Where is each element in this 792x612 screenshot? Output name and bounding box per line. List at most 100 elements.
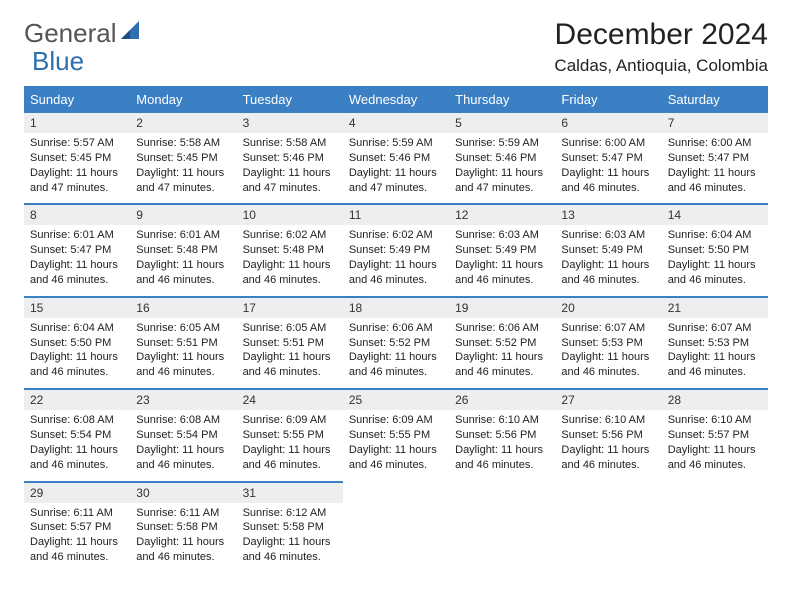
day-info: Sunrise: 6:12 AMSunset: 5:58 PMDaylight:… (237, 503, 343, 573)
day-info: Sunrise: 6:01 AMSunset: 5:48 PMDaylight:… (130, 225, 236, 295)
calendar-cell: 15Sunrise: 6:04 AMSunset: 5:50 PMDayligh… (24, 297, 130, 389)
day-number: 29 (24, 483, 130, 503)
day-number: 30 (130, 483, 236, 503)
logo-sail-icon (121, 21, 143, 41)
sunset: Sunset: 5:54 PM (30, 428, 124, 443)
daylight: Daylight: 11 hours and 46 minutes. (561, 166, 655, 196)
day-info: Sunrise: 6:06 AMSunset: 5:52 PMDaylight:… (343, 318, 449, 388)
calendar-cell (662, 482, 768, 573)
day-number: 11 (343, 205, 449, 225)
daylight: Daylight: 11 hours and 46 minutes. (30, 443, 124, 473)
calendar-cell: 16Sunrise: 6:05 AMSunset: 5:51 PMDayligh… (130, 297, 236, 389)
day-number: 24 (237, 390, 343, 410)
sunset: Sunset: 5:50 PM (668, 243, 762, 258)
sunset: Sunset: 5:48 PM (243, 243, 337, 258)
daylight: Daylight: 11 hours and 46 minutes. (561, 443, 655, 473)
calendar-week-row: 1Sunrise: 5:57 AMSunset: 5:45 PMDaylight… (24, 112, 768, 204)
calendar-cell: 28Sunrise: 6:10 AMSunset: 5:57 PMDayligh… (662, 389, 768, 481)
day-number: 26 (449, 390, 555, 410)
day-info: Sunrise: 6:10 AMSunset: 5:57 PMDaylight:… (662, 410, 768, 480)
day-number: 21 (662, 298, 768, 318)
sunrise: Sunrise: 5:58 AM (136, 136, 230, 151)
day-info: Sunrise: 6:11 AMSunset: 5:57 PMDaylight:… (24, 503, 130, 573)
logo: General (24, 18, 145, 49)
daylight: Daylight: 11 hours and 46 minutes. (136, 535, 230, 565)
day-info: Sunrise: 6:07 AMSunset: 5:53 PMDaylight:… (662, 318, 768, 388)
sunrise: Sunrise: 6:02 AM (349, 228, 443, 243)
sunrise: Sunrise: 6:06 AM (455, 321, 549, 336)
sunset: Sunset: 5:50 PM (30, 336, 124, 351)
day-number: 23 (130, 390, 236, 410)
calendar-cell: 1Sunrise: 5:57 AMSunset: 5:45 PMDaylight… (24, 112, 130, 204)
sunrise: Sunrise: 6:06 AM (349, 321, 443, 336)
day-number: 3 (237, 113, 343, 133)
calendar-cell: 10Sunrise: 6:02 AMSunset: 5:48 PMDayligh… (237, 204, 343, 296)
calendar-cell: 8Sunrise: 6:01 AMSunset: 5:47 PMDaylight… (24, 204, 130, 296)
sunset: Sunset: 5:49 PM (349, 243, 443, 258)
calendar-cell: 13Sunrise: 6:03 AMSunset: 5:49 PMDayligh… (555, 204, 661, 296)
sunset: Sunset: 5:58 PM (136, 520, 230, 535)
calendar-cell: 24Sunrise: 6:09 AMSunset: 5:55 PMDayligh… (237, 389, 343, 481)
calendar-cell: 2Sunrise: 5:58 AMSunset: 5:45 PMDaylight… (130, 112, 236, 204)
sunrise: Sunrise: 6:04 AM (30, 321, 124, 336)
daylight: Daylight: 11 hours and 46 minutes. (668, 258, 762, 288)
sunset: Sunset: 5:55 PM (349, 428, 443, 443)
day-number: 16 (130, 298, 236, 318)
sunset: Sunset: 5:55 PM (243, 428, 337, 443)
calendar-cell (555, 482, 661, 573)
day-info: Sunrise: 6:00 AMSunset: 5:47 PMDaylight:… (662, 133, 768, 203)
day-info: Sunrise: 5:58 AMSunset: 5:45 PMDaylight:… (130, 133, 236, 203)
sunrise: Sunrise: 6:01 AM (30, 228, 124, 243)
sunrise: Sunrise: 6:09 AM (349, 413, 443, 428)
calendar-cell: 7Sunrise: 6:00 AMSunset: 5:47 PMDaylight… (662, 112, 768, 204)
sunrise: Sunrise: 6:01 AM (136, 228, 230, 243)
day-info: Sunrise: 6:06 AMSunset: 5:52 PMDaylight:… (449, 318, 555, 388)
sunrise: Sunrise: 5:59 AM (455, 136, 549, 151)
sunrise: Sunrise: 6:03 AM (455, 228, 549, 243)
sunrise: Sunrise: 6:11 AM (30, 506, 124, 521)
calendar-cell: 27Sunrise: 6:10 AMSunset: 5:56 PMDayligh… (555, 389, 661, 481)
weekday-header-row: Sunday Monday Tuesday Wednesday Thursday… (24, 87, 768, 112)
day-number: 8 (24, 205, 130, 225)
daylight: Daylight: 11 hours and 46 minutes. (30, 258, 124, 288)
day-info: Sunrise: 6:00 AMSunset: 5:47 PMDaylight:… (555, 133, 661, 203)
sunset: Sunset: 5:53 PM (668, 336, 762, 351)
daylight: Daylight: 11 hours and 46 minutes. (668, 166, 762, 196)
day-number: 19 (449, 298, 555, 318)
weekday-header: Thursday (449, 87, 555, 112)
day-info: Sunrise: 6:05 AMSunset: 5:51 PMDaylight:… (130, 318, 236, 388)
daylight: Daylight: 11 hours and 46 minutes. (243, 443, 337, 473)
sunset: Sunset: 5:56 PM (561, 428, 655, 443)
calendar-cell: 14Sunrise: 6:04 AMSunset: 5:50 PMDayligh… (662, 204, 768, 296)
day-number: 28 (662, 390, 768, 410)
daylight: Daylight: 11 hours and 46 minutes. (136, 258, 230, 288)
daylight: Daylight: 11 hours and 46 minutes. (561, 258, 655, 288)
calendar-cell: 20Sunrise: 6:07 AMSunset: 5:53 PMDayligh… (555, 297, 661, 389)
daylight: Daylight: 11 hours and 46 minutes. (243, 258, 337, 288)
day-number: 9 (130, 205, 236, 225)
sunset: Sunset: 5:46 PM (455, 151, 549, 166)
sunset: Sunset: 5:52 PM (349, 336, 443, 351)
daylight: Daylight: 11 hours and 46 minutes. (243, 535, 337, 565)
calendar-week-row: 15Sunrise: 6:04 AMSunset: 5:50 PMDayligh… (24, 297, 768, 389)
day-info: Sunrise: 6:03 AMSunset: 5:49 PMDaylight:… (555, 225, 661, 295)
calendar-cell: 23Sunrise: 6:08 AMSunset: 5:54 PMDayligh… (130, 389, 236, 481)
sunset: Sunset: 5:47 PM (561, 151, 655, 166)
day-info: Sunrise: 6:02 AMSunset: 5:49 PMDaylight:… (343, 225, 449, 295)
day-info: Sunrise: 6:09 AMSunset: 5:55 PMDaylight:… (343, 410, 449, 480)
day-number: 1 (24, 113, 130, 133)
daylight: Daylight: 11 hours and 46 minutes. (349, 258, 443, 288)
calendar-cell: 22Sunrise: 6:08 AMSunset: 5:54 PMDayligh… (24, 389, 130, 481)
month-title: December 2024 (554, 18, 768, 52)
daylight: Daylight: 11 hours and 46 minutes. (455, 443, 549, 473)
daylight: Daylight: 11 hours and 46 minutes. (668, 443, 762, 473)
day-info: Sunrise: 6:08 AMSunset: 5:54 PMDaylight:… (24, 410, 130, 480)
calendar-cell: 26Sunrise: 6:10 AMSunset: 5:56 PMDayligh… (449, 389, 555, 481)
sunset: Sunset: 5:49 PM (455, 243, 549, 258)
sunset: Sunset: 5:51 PM (136, 336, 230, 351)
location: Caldas, Antioquia, Colombia (554, 56, 768, 76)
sunrise: Sunrise: 6:04 AM (668, 228, 762, 243)
day-info: Sunrise: 6:01 AMSunset: 5:47 PMDaylight:… (24, 225, 130, 295)
sunset: Sunset: 5:49 PM (561, 243, 655, 258)
calendar-cell: 29Sunrise: 6:11 AMSunset: 5:57 PMDayligh… (24, 482, 130, 573)
